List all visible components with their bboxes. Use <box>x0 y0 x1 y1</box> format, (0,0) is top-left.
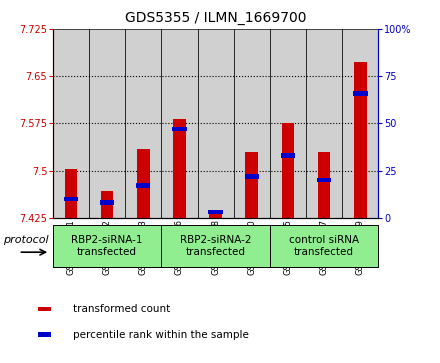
Bar <box>246 152 258 218</box>
Bar <box>53 225 161 267</box>
Bar <box>282 123 294 218</box>
Bar <box>53 29 89 218</box>
Bar <box>234 29 270 218</box>
Bar <box>136 183 150 188</box>
Bar <box>318 152 330 218</box>
Bar <box>354 62 367 218</box>
Text: percentile rank within the sample: percentile rank within the sample <box>73 330 249 340</box>
Title: GDS5355 / ILMN_1669700: GDS5355 / ILMN_1669700 <box>125 11 306 25</box>
Bar <box>209 211 222 218</box>
Bar <box>101 191 114 218</box>
Text: transformed count: transformed count <box>73 304 171 314</box>
Bar <box>270 225 378 267</box>
Text: control siRNA
transfected: control siRNA transfected <box>289 235 359 257</box>
Bar <box>65 169 77 218</box>
Bar <box>137 148 150 218</box>
Text: RBP2-siRNA-2
transfected: RBP2-siRNA-2 transfected <box>180 235 251 257</box>
Bar <box>38 332 51 337</box>
Bar <box>270 29 306 218</box>
Bar <box>89 29 125 218</box>
Bar <box>209 210 223 215</box>
Bar <box>342 29 378 218</box>
Bar <box>317 178 331 183</box>
Bar <box>125 29 161 218</box>
Bar <box>161 225 270 267</box>
Bar <box>198 29 234 218</box>
Bar <box>161 29 198 218</box>
Bar <box>172 127 187 131</box>
Bar <box>38 307 51 311</box>
Bar <box>306 29 342 218</box>
Bar <box>245 174 259 179</box>
Text: RBP2-siRNA-1
transfected: RBP2-siRNA-1 transfected <box>71 235 143 257</box>
Bar <box>64 197 78 201</box>
Bar <box>173 119 186 218</box>
Bar <box>353 91 367 95</box>
Bar <box>281 153 295 158</box>
Bar <box>100 200 114 205</box>
Text: protocol: protocol <box>3 234 48 245</box>
